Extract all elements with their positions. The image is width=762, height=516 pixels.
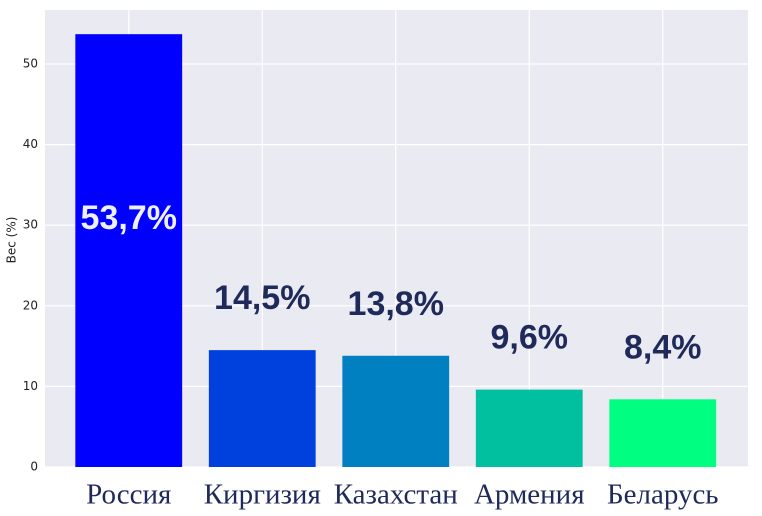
- bar: [208, 350, 316, 467]
- y-tick-label: 20: [23, 298, 38, 312]
- value-label: 13,8%: [348, 285, 444, 323]
- x-tick-label: Армения: [474, 479, 585, 511]
- bar: [475, 389, 583, 467]
- x-tick-label: Россия: [86, 479, 171, 511]
- y-axis-label: Вес (%): [5, 217, 19, 264]
- x-tick-label: Беларусь: [607, 479, 719, 511]
- y-tick-label: 50: [23, 57, 38, 71]
- value-label: 9,6%: [491, 319, 569, 357]
- bar: [75, 34, 183, 467]
- x-tick-label: Казахстан: [334, 479, 458, 511]
- y-tick-label: 40: [23, 137, 38, 151]
- y-tick-label: 10: [23, 379, 38, 393]
- y-tick-label: 30: [23, 218, 38, 232]
- value-label: 8,4%: [624, 328, 702, 366]
- value-label: 14,5%: [214, 279, 310, 317]
- y-tick-label: 0: [30, 460, 38, 474]
- bar: [609, 399, 717, 467]
- x-tick-label: Киргизия: [204, 479, 321, 511]
- value-label: 53,7%: [81, 199, 177, 237]
- bar: [342, 355, 450, 467]
